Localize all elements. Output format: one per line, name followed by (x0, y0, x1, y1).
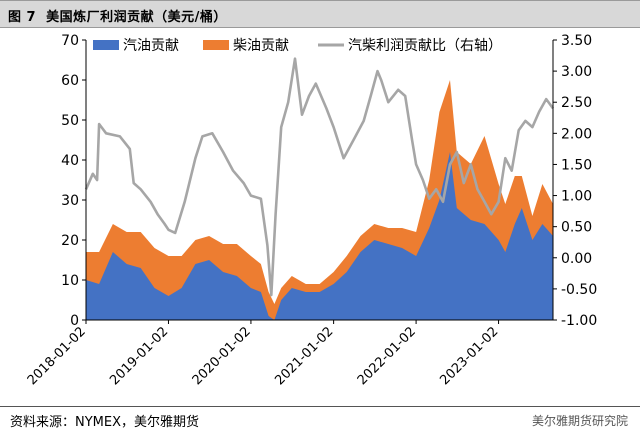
watermark-text: 美尔雅期货研究院 (531, 414, 628, 428)
right-tick-label: -1.00 (561, 313, 597, 329)
source-note: 资料来源：NYMEX，美尔雅期货 (10, 415, 200, 430)
x-tick-label: 2019-01-02 (107, 324, 171, 388)
right-tick-label: -0.50 (561, 282, 597, 298)
left-tick-label: 0 (70, 313, 79, 329)
right-tick-label: 0.50 (561, 220, 592, 236)
right-tick-label: 2.00 (561, 126, 592, 142)
right-tick-label: 3.00 (561, 64, 592, 80)
legend-ratio-label: 汽柴利润贡献比（右轴） (348, 38, 502, 54)
left-tick-label: 60 (61, 73, 79, 89)
legend-gasoline-swatch (93, 40, 119, 50)
right-tick-label: 1.50 (561, 157, 592, 173)
chart-svg: 0 10 20 30 40 50 60 70 -1.00 -0.50 0.00 0.50 1.00 1.5… (25, 33, 597, 388)
chart-container: 0 10 20 30 40 50 60 70 -1.00 -0.50 0.00 0.50 1.00 1.5… (0, 28, 640, 406)
x-tick-label: 2021-01-02 (272, 324, 336, 388)
x-tick-label: 2022-01-02 (355, 324, 419, 388)
x-tick-label: 2020-01-02 (190, 324, 254, 388)
area-gasoline (86, 152, 553, 320)
figure-title: 图 7 美国炼厂利润贡献（美元/桶） (8, 6, 237, 25)
right-tick-label: 2.50 (561, 95, 592, 111)
figure-number: 图 7 (8, 10, 37, 25)
line-ratio (84, 57, 555, 297)
legend-gasoline-label: 汽油贡献 (123, 38, 179, 54)
legend-diesel-swatch (203, 40, 229, 50)
figure-title-text: 美国炼厂利润贡献（美元/桶） (46, 10, 227, 25)
figure-title-bar: 图 7 美国炼厂利润贡献（美元/桶） (0, 0, 640, 28)
left-tick-label: 50 (61, 113, 79, 129)
left-tick-label: 20 (61, 233, 79, 249)
left-tick-label: 40 (61, 153, 79, 169)
legend-diesel-label: 柴油贡献 (233, 38, 289, 54)
x-tick-label: 2018-01-02 (25, 324, 89, 388)
left-tick-label: 70 (61, 33, 79, 49)
right-tick-label: 3.50 (561, 33, 592, 49)
x-tick-label: 2023-01-02 (437, 324, 501, 388)
footer-divider (0, 406, 640, 407)
left-tick-label: 30 (61, 193, 79, 209)
right-tick-label: 0.00 (561, 251, 592, 267)
right-tick-label: 1.00 (561, 189, 592, 205)
left-tick-label: 10 (61, 273, 79, 289)
